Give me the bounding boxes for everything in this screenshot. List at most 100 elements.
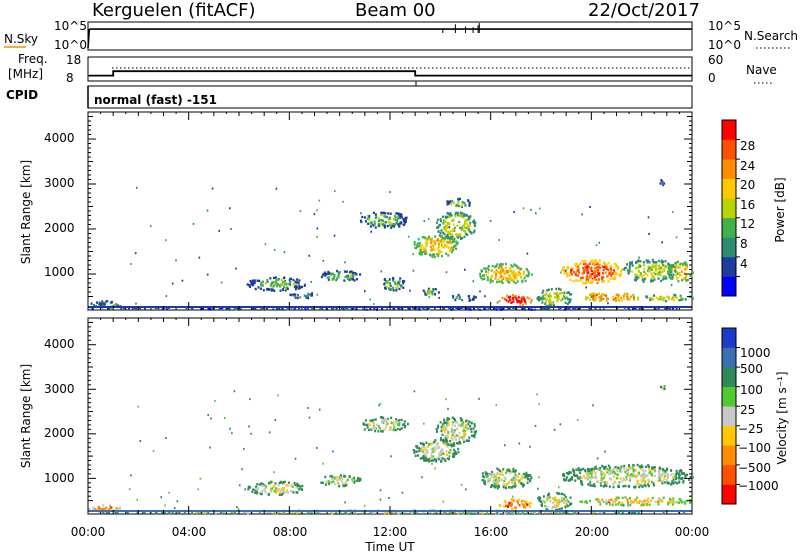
power-cell bbox=[398, 212, 401, 216]
power-cell bbox=[633, 278, 636, 282]
power-cell bbox=[369, 307, 372, 310]
velocity-cell bbox=[522, 476, 525, 480]
power-cell bbox=[280, 283, 282, 286]
power-cell bbox=[380, 211, 383, 214]
frequency-panel: Freq. [MHz] 18 8 60 0 Nave bbox=[8, 52, 777, 85]
velocity-cell bbox=[450, 445, 453, 448]
velocity-cell bbox=[512, 481, 514, 485]
velocity-point bbox=[165, 437, 167, 440]
power-cell bbox=[565, 271, 568, 274]
power-cell bbox=[463, 235, 466, 238]
velocity-cell bbox=[650, 472, 653, 476]
velocity-cell bbox=[629, 475, 632, 478]
velocity-cell bbox=[457, 511, 460, 515]
power-cell bbox=[509, 267, 512, 270]
velocity-cell bbox=[452, 452, 455, 455]
velocity-cell bbox=[473, 430, 476, 434]
velocity-cell bbox=[627, 474, 630, 477]
power-cell bbox=[513, 295, 516, 299]
velocity-cell bbox=[613, 475, 615, 478]
power-cell bbox=[523, 307, 526, 311]
velocity-point bbox=[596, 457, 599, 460]
power-cell bbox=[570, 293, 573, 296]
velocity-point bbox=[241, 468, 243, 471]
power-cell bbox=[653, 278, 656, 281]
velocity-cell bbox=[613, 480, 616, 483]
power-cell bbox=[658, 259, 661, 263]
velocity-cell bbox=[595, 467, 597, 470]
power-cell bbox=[663, 182, 666, 185]
velocity-cell bbox=[506, 469, 509, 473]
power-cell bbox=[585, 278, 588, 281]
velocity-cell bbox=[512, 467, 515, 471]
velocity-cell bbox=[292, 491, 295, 494]
power-cell bbox=[273, 276, 275, 280]
velocity-cell bbox=[428, 512, 431, 515]
velocity-cell bbox=[274, 482, 277, 485]
power-cell bbox=[447, 246, 450, 249]
velocity-cell bbox=[393, 427, 396, 430]
power-cell bbox=[285, 283, 288, 286]
velocity-cell bbox=[555, 511, 558, 514]
velocity-cell bbox=[653, 483, 655, 487]
power-cell bbox=[398, 287, 401, 291]
power-cell bbox=[639, 272, 642, 275]
velocity-cell bbox=[422, 448, 425, 452]
power-range-ticks bbox=[88, 116, 692, 297]
velocity-cell bbox=[440, 460, 442, 463]
power-cell bbox=[592, 292, 594, 295]
velocity-cell bbox=[586, 501, 589, 504]
power-cell bbox=[106, 307, 109, 310]
power-cell bbox=[393, 225, 395, 228]
power-cell bbox=[454, 298, 457, 302]
velocity-cell bbox=[402, 423, 405, 426]
power-cell bbox=[449, 236, 452, 239]
velocity-cell bbox=[265, 486, 267, 489]
power-cell bbox=[660, 279, 663, 283]
power-cell bbox=[434, 235, 437, 238]
power-cell bbox=[594, 294, 596, 297]
power-cell bbox=[520, 267, 523, 271]
velocity-cell bbox=[568, 471, 571, 474]
velocity-cell bbox=[617, 503, 620, 506]
velocity-cell bbox=[499, 469, 501, 473]
power-cell bbox=[432, 288, 435, 291]
power-cell bbox=[659, 182, 662, 185]
velocity-cell bbox=[395, 420, 398, 424]
velocity-cell bbox=[346, 478, 349, 482]
velocity-point bbox=[363, 504, 366, 507]
velocity-cell bbox=[422, 445, 425, 448]
velocity-cell bbox=[641, 477, 644, 480]
station-title: Kerguelen (fitACF) bbox=[92, 0, 256, 21]
velocity-cell bbox=[258, 483, 261, 486]
power-cell bbox=[551, 302, 554, 305]
velocity-cell bbox=[254, 489, 257, 492]
velocity-cell bbox=[554, 496, 557, 499]
velocity-cell bbox=[663, 481, 666, 484]
velocity-cell bbox=[503, 479, 506, 483]
power-point bbox=[489, 220, 492, 223]
power-cell bbox=[431, 248, 434, 251]
velocity-point bbox=[233, 390, 236, 393]
power-cell bbox=[647, 265, 650, 268]
velocity-cell bbox=[672, 473, 675, 476]
power-cell bbox=[569, 298, 572, 301]
power-point bbox=[423, 220, 426, 223]
power-cell bbox=[530, 299, 533, 302]
velocity-cell bbox=[641, 465, 644, 469]
power-cell bbox=[458, 297, 461, 300]
velocity-cell bbox=[351, 478, 354, 481]
velocity-cell bbox=[274, 511, 277, 514]
power-cell bbox=[674, 295, 677, 299]
velocity-point bbox=[294, 457, 297, 460]
velocity-cell bbox=[614, 500, 617, 503]
velocity-cell bbox=[491, 475, 493, 478]
power-cell bbox=[495, 308, 498, 311]
velocity-cell bbox=[421, 442, 424, 445]
power-cell bbox=[451, 248, 454, 252]
power-cell bbox=[451, 246, 454, 249]
velocity-cell bbox=[280, 493, 283, 496]
time-axis-ticks bbox=[87, 112, 693, 514]
power-cell bbox=[637, 269, 640, 272]
power-cell bbox=[558, 295, 560, 299]
